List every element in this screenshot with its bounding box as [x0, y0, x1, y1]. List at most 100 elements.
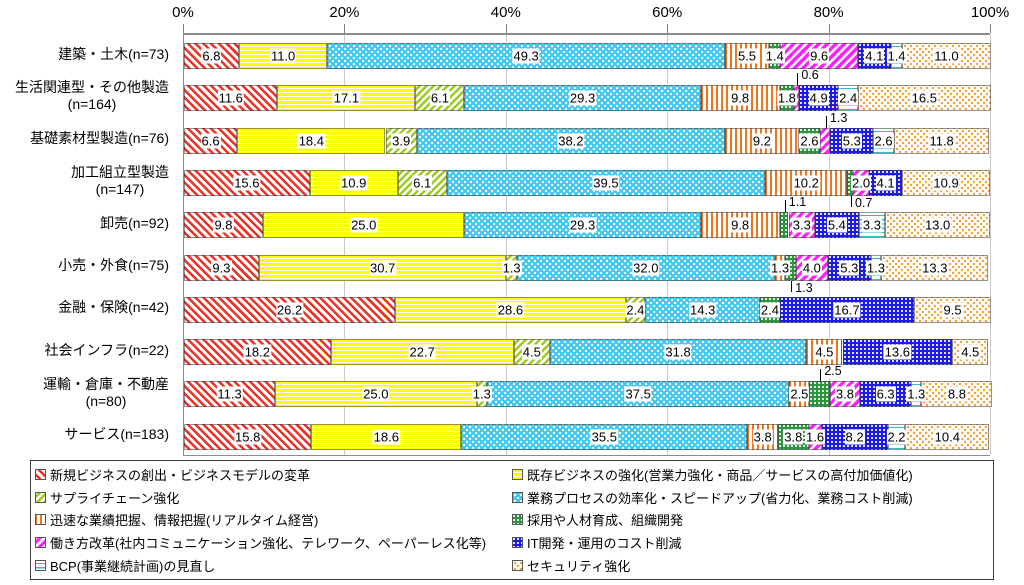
callout-label: 0.6 [800, 68, 820, 83]
bar-segment [785, 254, 796, 281]
stacked-bar: 15.6 10.9 6.1 39.5 10.2 0.7 2.0 4.1 10.9 [184, 169, 990, 210]
category-label: 小売・外食(n=75) [0, 245, 176, 287]
data-label: 18.4 [297, 133, 325, 149]
legend-swatch-red-diagonal-hatch [35, 468, 46, 480]
category-label-text: 基礎素材型製造(n=76) [30, 130, 169, 147]
legend-label: 既存ビジネスの強化(営業力強化・商品／サービスの高付加価値化) [527, 467, 913, 483]
data-label: 37.5 [624, 386, 652, 402]
legend-label: 業務プロセスの効率化・スピードアップ(省力化、業務コスト削減) [527, 490, 913, 506]
callout-label: 1.3 [794, 280, 814, 295]
data-label: 2.0 [850, 175, 872, 191]
category-label-text: サービス(n=183) [64, 426, 169, 443]
data-label: 4.5 [521, 344, 542, 360]
callout-line [825, 115, 827, 128]
legend-swatch-yellow-horizontal-lines [512, 468, 523, 480]
gridline [990, 35, 991, 455]
data-label: 1.4 [764, 48, 785, 64]
data-label: 1.4 [886, 48, 907, 64]
data-label: 6.3 [875, 386, 896, 402]
stacked-bar: 15.8 18.6 35.5 3.8 3.8 1.6 8.2 2.2 10.4 [184, 423, 990, 450]
legend-swatch-teal-horizontal-lines [35, 560, 46, 572]
data-label: 4.5 [960, 344, 981, 360]
bar-row: 9.3 30.7 1.3 32.0 1.3 1.3 4.0 5.3 1.3 13.3 [184, 247, 990, 295]
data-label: 5.3 [839, 260, 860, 275]
bar-row: 11.3 25.0 1.3 37.5 2.5 2.5 3.8 6.3 1.3 8.8 [184, 365, 993, 415]
data-label: 1.8 [776, 90, 797, 106]
data-label: 26.2 [275, 302, 304, 318]
data-label: 11.0 [933, 48, 960, 64]
data-label: 3.8 [834, 386, 855, 402]
data-label: 3.8 [783, 429, 804, 445]
data-label: 4.9 [808, 90, 829, 106]
legend-swatch-orange-vertical-lines [35, 514, 46, 526]
data-label: 9.5 [942, 302, 963, 318]
legend-item: IT開発・運用のコスト削減 [512, 533, 989, 552]
data-label: 13.6 [883, 344, 911, 360]
x-tick-mark [183, 24, 184, 33]
legend-swatch-cyan-white-dots [512, 491, 523, 503]
data-label: 32.0 [632, 260, 660, 275]
data-label: 1.3 [906, 386, 927, 402]
legend-item: 既存ビジネスの強化(営業力強化・商品／サービスの高付加価値化) [512, 465, 989, 484]
data-label: 3.3 [861, 217, 882, 233]
bar-row: 26.2 28.6 2.4 14.3 2.4 16.7 9.5 [184, 289, 991, 331]
bar-segment [815, 212, 859, 239]
legend-label: 働き方改革(社内コミュニケーション強化、テレワーク、ペーパーレス化等) [50, 536, 487, 552]
data-label: 6.1 [412, 175, 433, 191]
bar-row: 15.8 18.6 35.5 3.8 3.8 1.6 8.2 2.2 10.4 [184, 416, 990, 458]
data-label: 10.9 [340, 175, 368, 191]
x-tick-label: 0% [172, 4, 194, 21]
bar-segment [809, 381, 830, 408]
x-tick-mark [990, 24, 991, 33]
x-tick-mark [505, 24, 507, 33]
data-label: 11.8 [928, 133, 955, 149]
data-label: 2.6 [799, 133, 820, 149]
gridline [828, 35, 830, 455]
legend-label: 迅速な業績把握、情報把握(リアルタイム経営) [50, 513, 319, 529]
category-label-text: 運輸・倉庫・不動産 (n=80) [43, 375, 169, 409]
stacked-bar: 18.2 22.7 4.5 31.8 4.5 13.6 4.5 [184, 339, 990, 366]
legend-swatch-green-white-dots [512, 514, 523, 526]
data-label: 18.2 [243, 344, 271, 360]
data-label: 9.8 [730, 90, 751, 106]
bar-row: 6.8 11.0 49.3 5.5 1.4 9.6 4.1 1.4 11.0 [184, 35, 991, 77]
data-label: 14.3 [689, 302, 717, 318]
data-label: 2.4 [838, 90, 859, 106]
legend-swatch-yellowgreen-diagonal-hatch [35, 491, 46, 503]
bar-row: 9.8 25.0 29.3 9.8 1.1 3.3 5.4 3.3 13.0 [184, 196, 990, 246]
bar-row: 18.2 22.7 4.5 31.8 4.5 13.6 4.5 [184, 331, 990, 373]
callout-line [784, 200, 786, 213]
data-label: 8.2 [844, 429, 865, 445]
data-label: 4.1 [864, 48, 885, 64]
legend-item: 働き方改革(社内コミュニケーション強化、テレワーク、ペーパーレス化等) [35, 533, 512, 552]
stacked-bar: 11.6 17.1 6.1 29.3 9.8 1.8 0.6 4.9 2.4 16.5 [184, 69, 991, 112]
category-label: 基礎素材型製造(n=76) [0, 118, 176, 160]
category-label-text: 卸売(n=92) [100, 214, 169, 231]
data-label: 2.4 [759, 302, 780, 318]
data-label: 15.6 [233, 175, 261, 191]
data-label: 9.6 [809, 48, 830, 64]
data-label: 10.2 [792, 175, 820, 191]
x-tick-mark [828, 24, 830, 33]
bar-segment [464, 212, 701, 239]
callout-line [820, 369, 822, 382]
data-label: 11.0 [269, 48, 297, 64]
data-label: 29.3 [568, 90, 597, 106]
x-tick-label: 100% [970, 4, 1010, 21]
bar-segment [516, 254, 775, 281]
data-label: 9.8 [730, 217, 751, 233]
callout-label: 2.5 [823, 364, 843, 379]
data-label: 16.7 [833, 302, 861, 318]
category-label: 金融・保険(n=42) [0, 287, 176, 329]
category-label-text: 社会インフラ(n=22) [44, 341, 169, 358]
data-label: 13.3 [921, 260, 949, 275]
data-label: 6.6 [200, 133, 221, 149]
legend: 新規ビジネスの創出・ビジネスモデルの変革 サプライチェーン強化 迅速な業績把握、情報… [30, 460, 994, 580]
callout-line [850, 195, 852, 207]
legend-swatch-tan-orange-dots [512, 560, 523, 572]
legend-item: 新規ビジネスの創出・ビジネスモデルの変革 [35, 465, 512, 484]
bar-segment [869, 169, 903, 196]
category-label-text: 生活関連型・その他製造 (n=164) [15, 79, 169, 113]
plot-area: 6.8 11.0 49.3 5.5 1.4 9.6 4.1 1.4 11.0 11.6 17.1 6.… [183, 33, 993, 458]
